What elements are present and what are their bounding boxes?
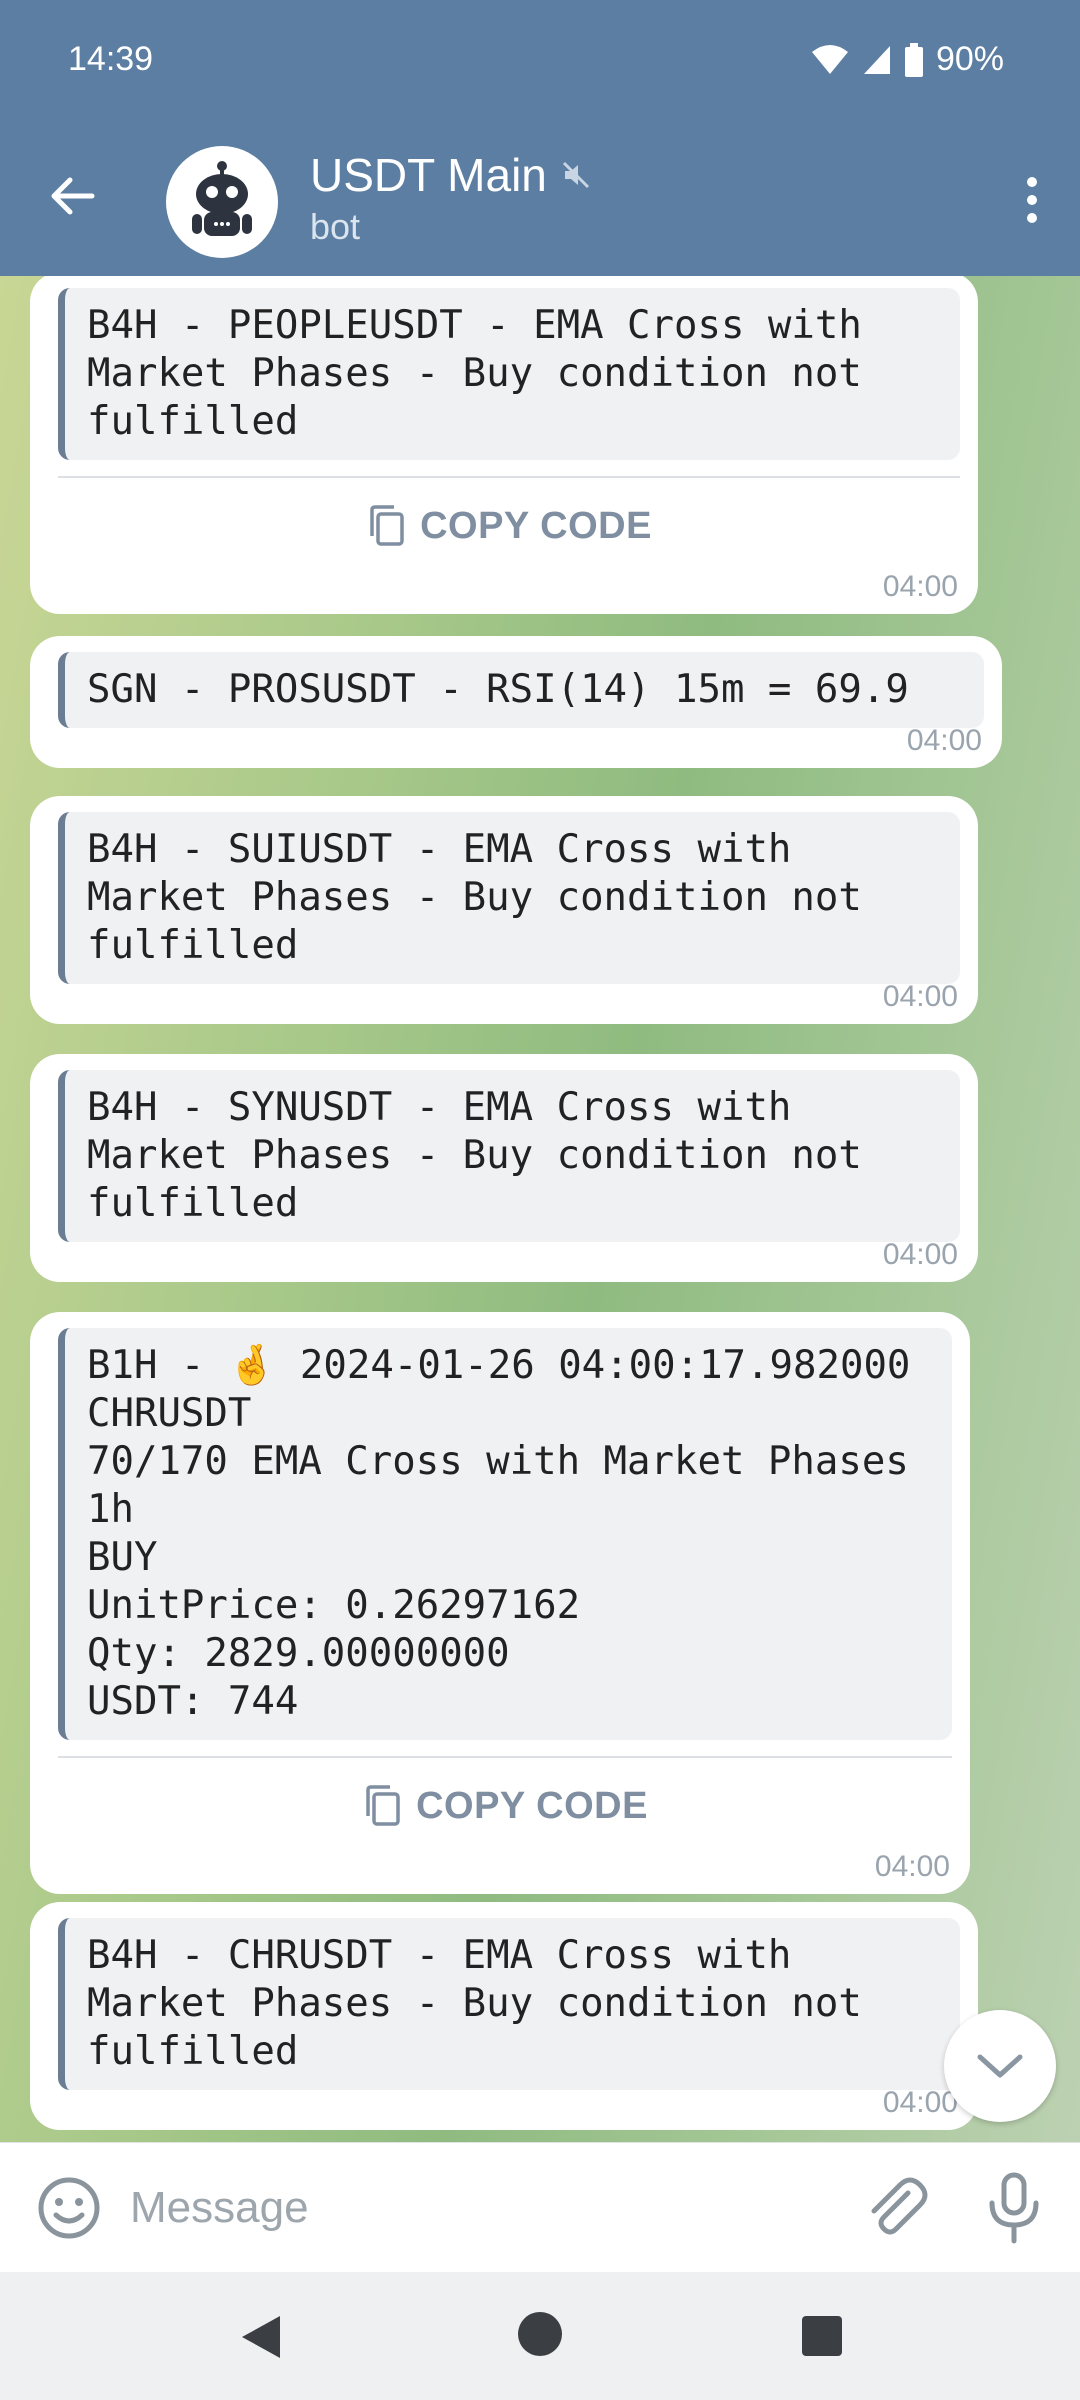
- emoji-button[interactable]: [36, 2175, 102, 2241]
- chat-title[interactable]: USDT Main: [310, 148, 591, 202]
- wifi-icon: [811, 44, 848, 74]
- nav-recents-icon[interactable]: [800, 2314, 844, 2358]
- code-block[interactable]: B4H - SYNUSDT - EMA Cross with Market Ph…: [58, 1070, 960, 1242]
- robot-icon: [192, 161, 252, 236]
- copy-code-label: COPY CODE: [420, 504, 652, 547]
- message-time: 04:00: [906, 724, 982, 757]
- paperclip-icon: [871, 2177, 928, 2235]
- code-block[interactable]: B4H - PEOPLEUSDT - EMA Cross with Market…: [58, 288, 960, 460]
- microphone-icon: [989, 2172, 1039, 2244]
- message-time: 04:00: [882, 980, 958, 1013]
- copy-code-button[interactable]: COPY CODE: [58, 476, 960, 574]
- battery-icon: [904, 42, 923, 77]
- message-time: 04:00: [882, 570, 958, 603]
- arrow-left-icon: [51, 177, 95, 215]
- more-vertical-icon: [1027, 177, 1037, 223]
- message-bubble[interactable]: B4H - PEOPLEUSDT - EMA Cross with Market…: [30, 276, 978, 614]
- nav-back-icon[interactable]: [234, 2310, 288, 2364]
- code-block[interactable]: B1H - 🤞 2024-01-26 04:00:17.982000 CHRUS…: [58, 1328, 952, 1740]
- chat-header: USDT Main bot: [0, 128, 1080, 276]
- nav-home-icon[interactable]: [516, 2310, 564, 2358]
- copy-icon: [370, 505, 404, 546]
- message-bubble[interactable]: B4H - SUIUSDT - EMA Cross with Market Ph…: [30, 796, 978, 1024]
- code-block[interactable]: B4H - SUIUSDT - EMA Cross with Market Ph…: [58, 812, 960, 984]
- more-menu-button[interactable]: [1004, 164, 1060, 236]
- message-bubble[interactable]: B4H - SYNUSDT - EMA Cross with Market Ph…: [30, 1054, 978, 1282]
- message-time: 04:00: [874, 1850, 950, 1883]
- system-nav-bar: [0, 2272, 1080, 2400]
- muted-speaker-icon: [562, 161, 589, 189]
- copy-code-button[interactable]: COPY CODE: [58, 1756, 952, 1854]
- message-time: 04:00: [882, 2086, 958, 2119]
- attach-button[interactable]: [862, 2173, 928, 2243]
- message-composer: [0, 2142, 1080, 2272]
- smile-icon: [38, 2177, 100, 2239]
- chevron-down-icon: [977, 2054, 1023, 2078]
- battery-percent: 90%: [935, 40, 1004, 78]
- message-bubble[interactable]: B4H - CHRUSDT - EMA Cross with Market Ph…: [30, 1902, 978, 2130]
- signal-icon: [863, 45, 890, 74]
- status-time: 14:39: [68, 40, 154, 78]
- bot-avatar[interactable]: [166, 146, 278, 258]
- status-bar: 14:39 90%: [0, 0, 1080, 128]
- code-block[interactable]: SGN - PROSUSDT - RSI(14) 15m = 69.9: [58, 652, 984, 728]
- chat-area[interactable]: B4H - PEOPLEUSDT - EMA Cross with Market…: [0, 276, 1080, 2142]
- chat-subtitle: bot: [310, 206, 361, 247]
- message-bubble[interactable]: SGN - PROSUSDT - RSI(14) 15m = 69.9 04:0…: [30, 636, 1002, 768]
- copy-code-label: COPY CODE: [416, 1784, 648, 1827]
- message-input[interactable]: [130, 2173, 830, 2243]
- message-bubble[interactable]: B1H - 🤞 2024-01-26 04:00:17.982000 CHRUS…: [30, 1312, 970, 1894]
- copy-icon: [366, 1785, 400, 1826]
- microphone-button[interactable]: [984, 2171, 1044, 2245]
- scroll-down-button[interactable]: [944, 2010, 1056, 2122]
- back-button[interactable]: [36, 160, 108, 232]
- message-time: 04:00: [882, 1238, 958, 1271]
- status-icons: 90%: [810, 40, 1004, 79]
- code-block[interactable]: B4H - CHRUSDT - EMA Cross with Market Ph…: [58, 1918, 960, 2090]
- chat-title-text: USDT Main: [310, 149, 547, 201]
